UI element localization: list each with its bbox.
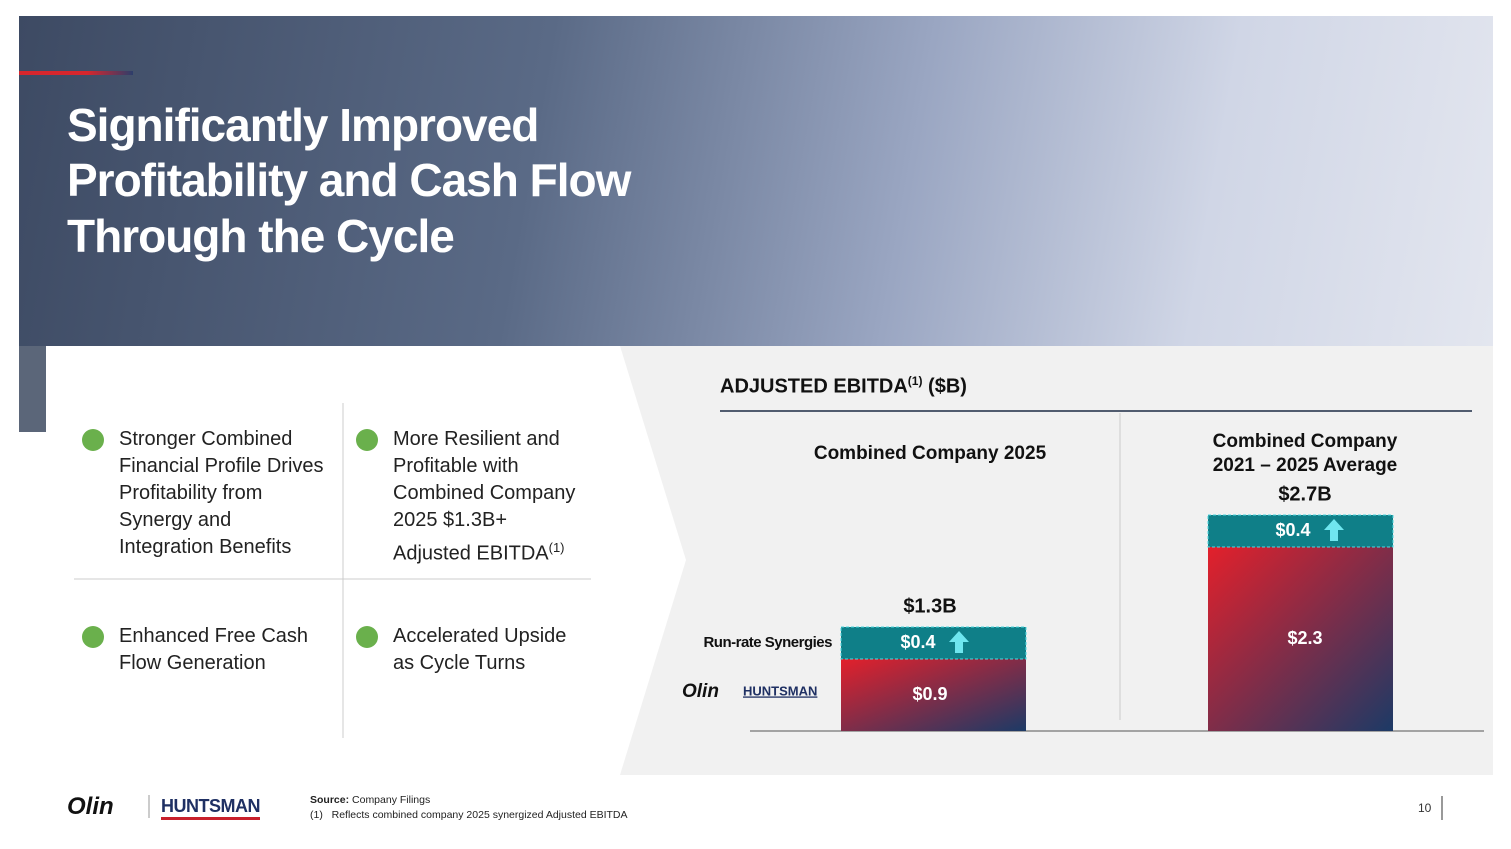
value-label: $2.3 [1287,628,1322,648]
bullet-text: Profitable with [393,455,519,477]
bullet-text: Enhanced Free Cash [119,625,309,647]
base-segment [841,659,1026,731]
check-icon [356,429,378,451]
bullet-text: Stronger Combined [119,428,293,450]
bullet: More Resilient and Profitable with Combine… [393,426,575,568]
total-label: $2.7B [1278,483,1331,505]
category-label: Combined Company 2025 [813,443,1047,464]
bullet-line: Synergy and [119,507,324,534]
source-label: Source: [310,794,350,806]
page-number: 10 [1418,801,1432,815]
olin-logo: Olin [67,793,114,820]
value-label: $0.4 [1275,520,1310,540]
bullet-line: Enhanced Free Cash [119,623,308,650]
bullet-text: Flow Generation [119,652,266,674]
check-icon [82,626,104,648]
title-sup: (1) [907,374,923,388]
bullet-text: Profitability from [119,482,263,504]
bullet-text: Financial Profile Drives [119,455,324,477]
title-unit: ($B) [928,375,967,398]
bullet-line: as Cycle Turns [393,650,566,677]
dark-strip [19,346,46,432]
bullet-line: Accelerated Upside [393,623,566,650]
category-label: Combined Company 2021 – 2025 Average [1212,431,1398,476]
title-line: Profitability and Cash Flow [67,154,631,206]
bullet-text: Adjusted EBITDA [393,542,549,565]
bullet-text: Accelerated Upside [393,625,567,647]
bullet-line: Adjusted EBITDA(1) [393,534,575,568]
bullet-line: Flow Generation [119,650,308,677]
value-label: $0.9 [912,684,947,704]
bullet-sup: (1) [548,540,565,555]
base-segment [1208,547,1393,731]
bullet-text: Combined Company [393,482,576,504]
chart: $0.9 $0.4 $1.3B $2.3 $0.4 $2.7B Run-rate Syner… [682,483,1394,731]
source-text: Company Filings [352,794,431,806]
bullet: Accelerated Upside as Cycle Turns [393,623,566,677]
title-line: Through the Cycle [67,210,455,262]
value-label: $0.4 [900,632,935,652]
synergy-segment [1207,514,1394,548]
footnote: (1) Reflects combined company 2025 syner… [310,809,628,821]
bullet-line: Stronger Combined [119,426,324,453]
up-arrow [1324,519,1344,541]
bullet-text: Synergy and [119,509,232,531]
bullet-line: Profitability from [119,480,324,507]
note-num: (1) [310,809,323,821]
bullet: Enhanced Free Cash Flow Generation [119,623,308,677]
title-text: ADJUSTED EBITDA [720,375,908,398]
bullet: Stronger Combined Financial Profile Drive… [119,426,324,561]
bullet-text: 2025 $1.3B+ [393,509,507,531]
synergy-segment [840,626,1027,660]
note-text: Reflects combined company 2025 synergize… [331,809,628,821]
check-icon [82,429,104,451]
bullet-line: Combined Company [393,480,575,507]
legend-logo: HUNTSMAN [743,683,817,698]
legend-label: Run-rate Synergies [703,634,832,651]
bullet-text: Integration Benefits [119,536,292,558]
bullet-line: More Resilient and [393,426,575,453]
bullet-line: Profitable with [393,453,575,480]
total-label: $1.3B [903,595,956,617]
bullet-text: More Resilient and [393,428,560,450]
legend-logo: Olin [682,681,719,702]
check-icon [356,626,378,648]
bullet-line: 2025 $1.3B+ [393,507,575,534]
accent-line [19,71,133,75]
chart-title: ADJUSTED EBITDA(1) ($B) [720,374,967,399]
huntsman-logo: HUNTSMAN [161,796,261,820]
up-arrow [949,631,969,653]
bullet-line: Integration Benefits [119,534,324,561]
bullet-line: Financial Profile Drives [119,453,324,480]
header-image [19,16,1493,346]
source: Source: Company Filings [310,794,430,806]
bullet-text: as Cycle Turns [393,652,526,674]
title-line: Significantly Improved [67,99,539,151]
